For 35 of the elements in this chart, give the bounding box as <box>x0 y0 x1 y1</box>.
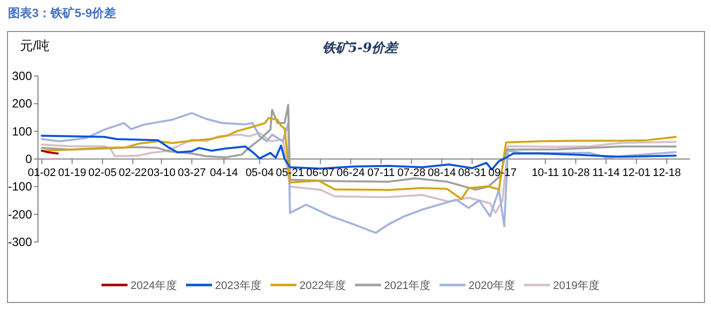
legend-label: 2024年度 <box>130 279 178 292</box>
x-tick-label: 06-07 <box>306 167 334 179</box>
x-tick-label: 12-01 <box>622 167 650 179</box>
y-tick-label: -100 <box>8 180 32 194</box>
x-tick-label: 02-05 <box>88 167 117 179</box>
x-tick-label: 04-14 <box>210 167 238 179</box>
x-tick-label: 03-27 <box>178 167 206 179</box>
x-tick-label: 07-11 <box>367 167 395 179</box>
y-tick-label: 100 <box>12 124 32 138</box>
legend-label: 2019年度 <box>552 279 600 292</box>
x-tick-label: 02-22 <box>118 167 147 179</box>
y-tick-label: 200 <box>12 96 32 111</box>
y-tick-label: 0 <box>25 152 32 166</box>
y-axis-title: 元/吨 <box>20 38 50 53</box>
y-tick-label: -200 <box>8 207 32 222</box>
legend-label: 2021年度 <box>384 279 430 292</box>
x-tick-label: 07-28 <box>397 167 426 179</box>
x-tick-label: 11-14 <box>592 167 620 179</box>
x-tick-label: 10-28 <box>562 167 590 179</box>
legend-label: 2023年度 <box>215 279 262 292</box>
legend-label: 2022年度 <box>300 279 346 292</box>
y-tick-label: 300 <box>12 69 32 83</box>
x-tick-label: 08-31 <box>458 167 486 179</box>
x-tick-label: 01-02 <box>28 167 56 179</box>
x-tick-label: 01-19 <box>58 167 86 179</box>
x-tick-label: 08-14 <box>428 167 456 179</box>
x-tick-label: 05-04 <box>246 167 274 179</box>
x-tick-label: 12-18 <box>652 167 681 179</box>
x-tick-label: 06-24 <box>336 167 365 179</box>
chart-title: 图表3：铁矿5-9价差 <box>8 6 116 20</box>
legend-label: 2020年度 <box>468 279 515 292</box>
y-tick-label: -300 <box>8 235 32 249</box>
chart-subtitle: 铁矿5-9价差 <box>322 40 400 56</box>
x-tick-label: 03-10 <box>147 167 176 179</box>
x-tick-label: 10-11 <box>532 167 560 179</box>
